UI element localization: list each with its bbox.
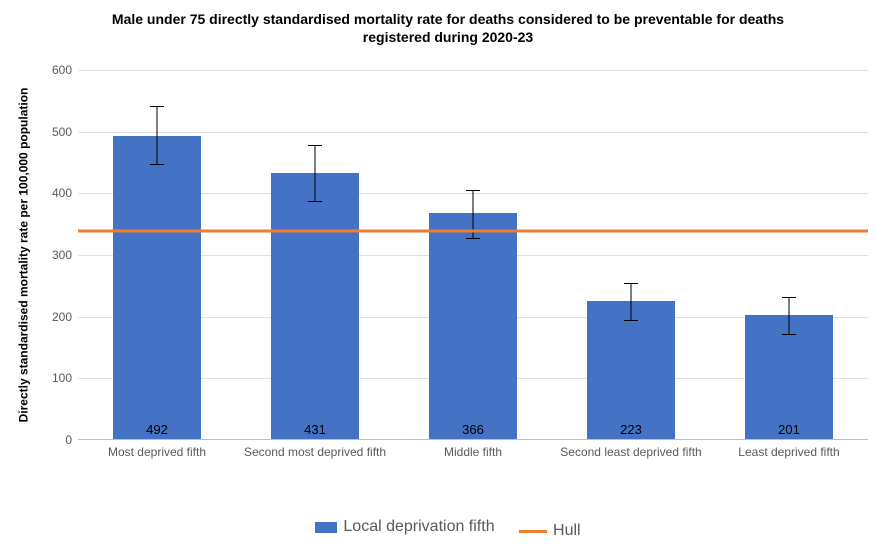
bar-group: 366Middle fifth: [394, 70, 552, 439]
bar-group: 431Second most deprived fifth: [236, 70, 394, 439]
x-tick-label: Second least deprived fifth: [552, 439, 710, 459]
bar: [271, 173, 359, 439]
y-axis-title: Directly standardised mortality rate per…: [16, 88, 30, 423]
mortality-chart: Male under 75 directly standardised mort…: [0, 0, 896, 550]
error-bar-cap: [466, 190, 480, 191]
bar-value-label: 201: [710, 422, 868, 437]
bar-value-label: 366: [394, 422, 552, 437]
legend-swatch-bar: [315, 522, 337, 533]
bar-group: 201Least deprived fifth: [710, 70, 868, 439]
y-tick-label: 400: [52, 186, 78, 200]
error-bar-cap: [308, 145, 322, 146]
legend-item-line: Hull: [519, 522, 581, 540]
error-bar: [631, 283, 632, 321]
bar: [113, 136, 201, 439]
error-bar-cap: [782, 334, 796, 335]
error-bar-cap: [150, 164, 164, 165]
y-tick-label: 500: [52, 125, 78, 139]
error-bar-cap: [466, 238, 480, 239]
legend-swatch-line: [519, 530, 547, 533]
y-tick-label: 600: [52, 63, 78, 77]
y-tick-label: 100: [52, 371, 78, 385]
bar-group: 223Second least deprived fifth: [552, 70, 710, 439]
x-tick-label: Least deprived fifth: [710, 439, 868, 459]
bar-value-label: 431: [236, 422, 394, 437]
error-bar-cap: [308, 201, 322, 202]
bar-group: 492Most deprived fifth: [78, 70, 236, 439]
error-bar: [315, 145, 316, 201]
y-tick-label: 300: [52, 248, 78, 262]
bar-value-label: 223: [552, 422, 710, 437]
plot-area: 0100200300400500600492Most deprived fift…: [78, 70, 868, 440]
bar: [429, 213, 517, 439]
error-bar-cap: [624, 283, 638, 284]
x-tick-label: Middle fifth: [394, 439, 552, 459]
bar-value-label: 492: [78, 422, 236, 437]
legend-label-bars: Local deprivation fifth: [343, 518, 494, 536]
legend: Local deprivation fifth Hull: [0, 518, 896, 540]
error-bar-cap: [624, 320, 638, 321]
error-bar: [789, 297, 790, 334]
legend-label-line: Hull: [553, 522, 581, 540]
chart-title: Male under 75 directly standardised mort…: [0, 0, 896, 46]
y-tick-label: 0: [65, 433, 78, 447]
x-tick-label: Most deprived fifth: [78, 439, 236, 459]
error-bar: [157, 106, 158, 164]
error-bar-cap: [782, 297, 796, 298]
error-bar-cap: [150, 106, 164, 107]
legend-item-bars: Local deprivation fifth: [315, 518, 494, 536]
bar: [587, 301, 675, 439]
x-tick-label: Second most deprived fifth: [236, 439, 394, 459]
y-tick-label: 200: [52, 310, 78, 324]
y-axis-title-wrap: Directly standardised mortality rate per…: [14, 70, 32, 440]
hull-reference-line: [78, 229, 868, 232]
